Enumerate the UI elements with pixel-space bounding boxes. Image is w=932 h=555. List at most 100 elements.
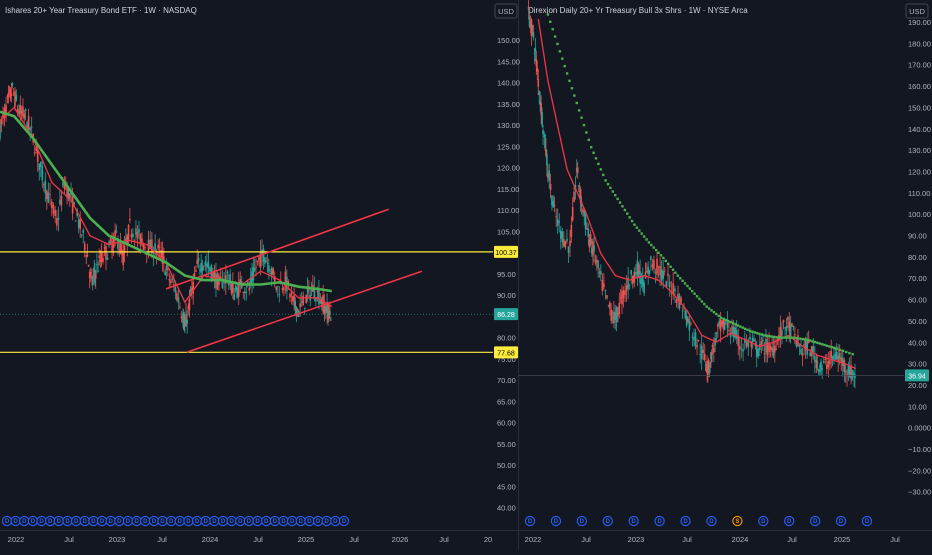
candle-body [690, 323, 692, 325]
candle-body [213, 271, 216, 281]
x-tick-label: 2023 [628, 535, 645, 544]
candle-body [734, 327, 736, 338]
y-tick-label: 110.00 [497, 206, 519, 215]
candle-body [97, 270, 99, 272]
candle-body [306, 287, 309, 293]
moving-average-green-dot [592, 151, 595, 154]
candle-body [651, 264, 654, 268]
moving-average-green [0, 110, 332, 293]
candle-body [179, 306, 181, 308]
candle-body [575, 168, 578, 172]
event-marker [550, 515, 562, 527]
right-currency-label: USD [909, 7, 925, 16]
candle-body [719, 319, 722, 332]
candle-body [822, 361, 825, 363]
candle-body [192, 282, 195, 294]
candle-body [59, 199, 61, 205]
event-marker-label: D [100, 519, 105, 525]
candle-body [197, 257, 200, 262]
y-tick-label: −20.00 [908, 466, 931, 475]
y-tick-label: 45.00 [497, 482, 516, 491]
candle-body [693, 336, 695, 341]
candle-body [123, 245, 126, 254]
y-tick-label: 170.00 [908, 61, 931, 70]
candle-body [527, 6, 530, 11]
candle-body [660, 269, 663, 281]
candle-body [259, 251, 262, 268]
candle-body [0, 121, 1, 139]
candle-body [721, 320, 723, 325]
moving-average-green-dot [645, 238, 648, 241]
candle-body [583, 211, 586, 216]
candle-body [7, 92, 10, 97]
moving-average-green-dot [816, 341, 819, 344]
candle-body [847, 365, 850, 374]
moving-average-green-dot [647, 241, 651, 244]
candle-body [711, 345, 714, 348]
candle-body [779, 326, 782, 340]
candle-body [228, 282, 230, 286]
moving-average-green-dot [841, 349, 845, 353]
candle-body [100, 251, 103, 263]
candle-body [829, 360, 831, 365]
y-tick-label: 145.00 [497, 57, 520, 66]
right-currency-button[interactable] [905, 3, 929, 19]
candle-body [840, 357, 843, 362]
moving-average-green-dot [693, 292, 696, 295]
event-marker-label: D [554, 519, 559, 525]
candle-body [151, 239, 153, 254]
moving-average-green-dot [642, 235, 646, 238]
moving-average-green-dot [594, 157, 598, 160]
candle-body [703, 353, 706, 361]
moving-average-green-dot [756, 331, 759, 335]
y-tick-label: 70.00 [908, 274, 927, 283]
moving-average-green-dot [741, 326, 744, 329]
candle-body [18, 111, 20, 115]
candle-body [570, 224, 573, 238]
moving-average-green-dot [597, 162, 600, 166]
moving-average-green-dot [804, 338, 807, 341]
price-badge-label: 77.68 [497, 350, 515, 357]
candle-body [540, 103, 542, 115]
event-marker-label: D [709, 519, 714, 525]
candle-body [108, 241, 110, 246]
candle-body [563, 238, 565, 247]
x-tick-label: Jul [157, 535, 167, 544]
candle-body [578, 191, 581, 193]
candle-body [586, 228, 588, 230]
candle-body [785, 325, 788, 331]
event-marker-label: D [31, 519, 36, 525]
candle-body [835, 352, 838, 359]
candle-body [718, 321, 720, 326]
candle-body [229, 273, 231, 284]
candle-body [142, 242, 145, 250]
moving-average-green-dot [765, 334, 769, 337]
candle-body [266, 262, 269, 264]
candle-body [292, 295, 294, 302]
candle-body [106, 257, 109, 260]
event-marker-label: D [281, 519, 286, 525]
candle-body [112, 236, 115, 248]
candle-body [11, 82, 14, 86]
candle-body [149, 239, 151, 250]
candle-body [543, 131, 545, 133]
candle-body [624, 290, 626, 295]
candle-body [844, 371, 847, 373]
candle-body [262, 248, 265, 262]
moving-average-green-dot [760, 333, 764, 336]
candle-body [803, 344, 805, 346]
candle-body [165, 265, 168, 270]
candle-body [33, 152, 36, 154]
event-marker-label: D [307, 519, 312, 525]
left-currency-button[interactable] [494, 3, 518, 19]
moving-average-green-dot [565, 72, 569, 75]
candle-body [168, 279, 171, 281]
left-price-scale[interactable] [493, 0, 518, 550]
candle-body [185, 314, 187, 327]
right-price-scale[interactable] [904, 0, 932, 550]
candle-body [707, 371, 709, 373]
candle-body [781, 330, 783, 336]
event-marker-label: D [143, 519, 148, 525]
candle-body [35, 146, 38, 151]
event-marker-label: D [316, 519, 321, 525]
